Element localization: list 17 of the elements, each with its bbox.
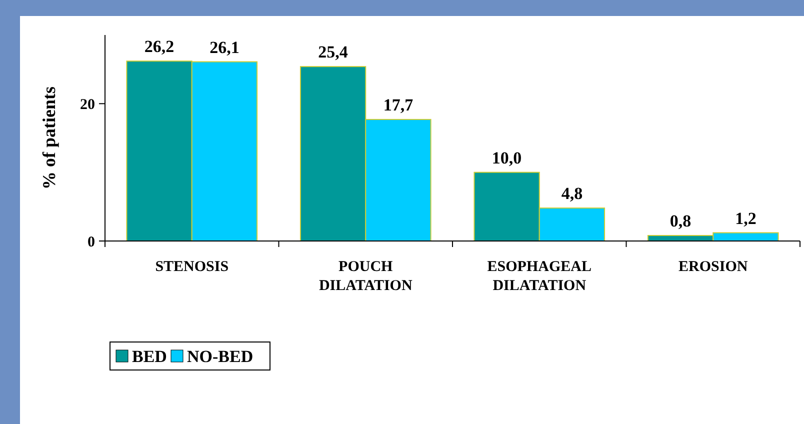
data-label: 1,2 [735, 208, 756, 228]
x-tick-label: ESOPHAGEAL DILATATION [487, 259, 592, 294]
data-label: 26,1 [210, 38, 240, 57]
y-tick-label: 20 [80, 96, 95, 113]
data-label: 10,0 [492, 148, 522, 168]
data-label: 25,4 [318, 42, 348, 62]
data-label: 17,7 [383, 95, 414, 114]
legend-label: BED [132, 346, 167, 366]
data-label: 0,8 [670, 212, 692, 231]
data-label: 26,2 [144, 37, 174, 56]
x-tick-label: EROSION [678, 259, 748, 275]
legend-label: NO-BED [187, 346, 254, 366]
x-tick-label: POUCH DILATATION [318, 259, 412, 294]
data-label: 4,8 [561, 184, 583, 204]
y-axis-title: % of patients [39, 86, 59, 190]
x-tick-label: STENOSIS [155, 259, 229, 275]
y-tick-label: 0 [88, 234, 95, 250]
